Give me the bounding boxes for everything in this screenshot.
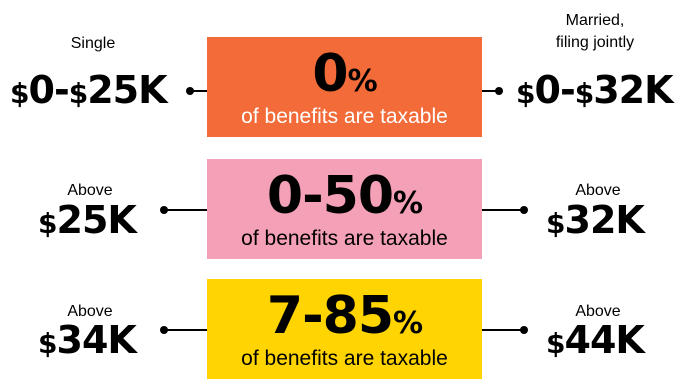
connector-line-right-row-1 — [482, 90, 499, 92]
single-amount-row-2: $25K — [38, 198, 137, 242]
caption-row-3: of benefits are taxable — [241, 347, 448, 370]
married-amount-row-2: $32K — [546, 198, 645, 242]
connector-line-left-row-1 — [190, 90, 207, 92]
percent-row-1: 0% — [312, 44, 377, 104]
connector-line-left-row-2 — [164, 209, 207, 211]
percent-row-3: 7-85% — [266, 286, 423, 346]
connector-line-right-row-2 — [482, 209, 524, 211]
married-label-row-3: Above — [575, 303, 621, 320]
connector-dot-right-row-1 — [495, 87, 503, 95]
married-amount-row-1: $0-$32K — [516, 68, 674, 112]
married-amount-row-3: $44K — [546, 318, 645, 362]
married-header: Married, filing jointly — [555, 12, 635, 51]
single-amount-row-3: $34K — [38, 318, 137, 362]
married-label-row-2: Above — [575, 182, 621, 199]
connector-line-left-row-3 — [164, 329, 207, 331]
caption-row-2: of benefits are taxable — [241, 227, 448, 250]
single-header: Single — [70, 35, 116, 52]
percent-row-2: 0-50% — [266, 166, 423, 226]
single-label-row-2: Above — [67, 182, 113, 199]
tax-box-row-2: 0-50% of benefits are taxable — [207, 159, 482, 259]
connector-dot-right-row-2 — [520, 206, 528, 214]
tax-box-row-1: 0% of benefits are taxable — [207, 37, 482, 137]
single-amount-row-1: $0-$25K — [10, 68, 168, 112]
tax-box-row-3: 7-85% of benefits are taxable — [207, 279, 482, 379]
single-label-row-3: Above — [67, 303, 113, 320]
connector-dot-right-row-3 — [520, 326, 528, 334]
caption-row-1: of benefits are taxable — [241, 105, 448, 128]
connector-line-right-row-3 — [482, 329, 524, 331]
